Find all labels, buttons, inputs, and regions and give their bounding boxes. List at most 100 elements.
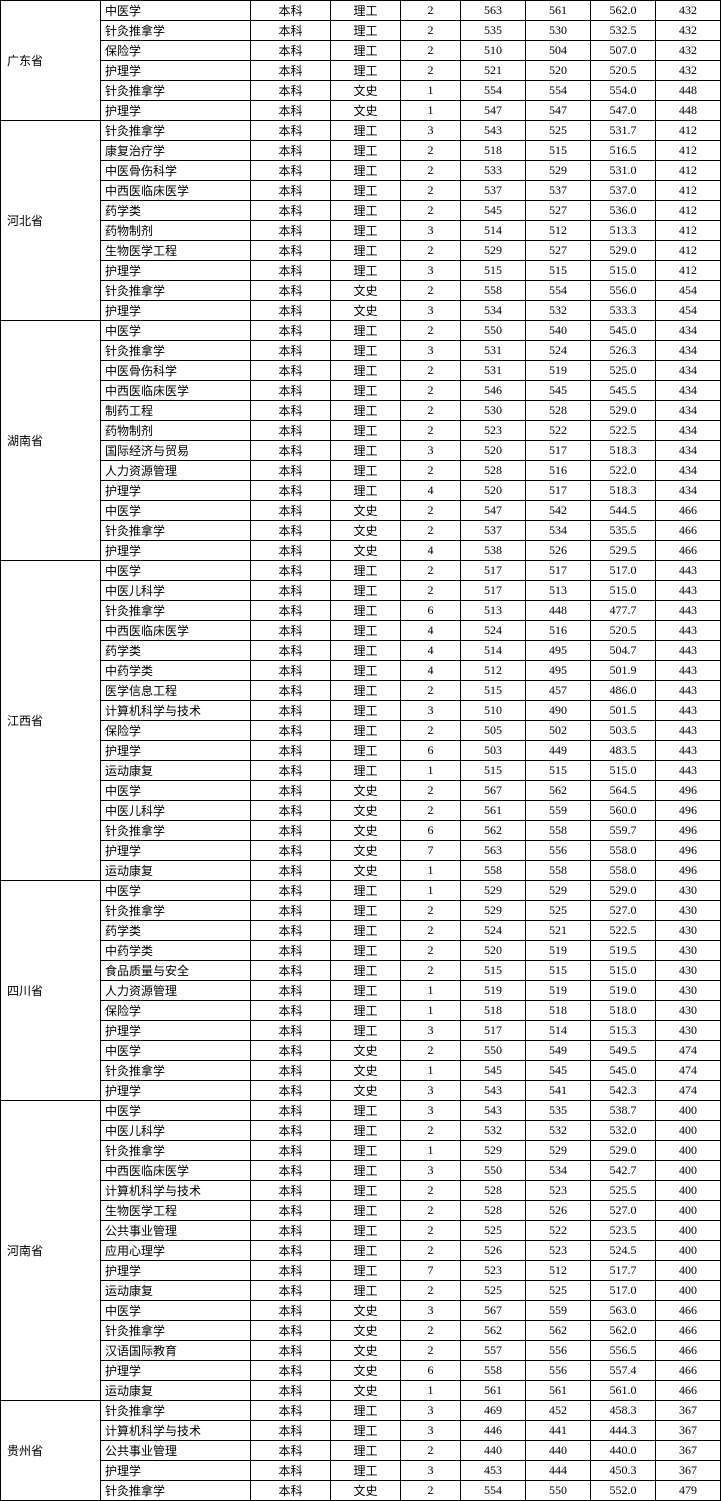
avg-score-cell: 520.5 <box>591 61 656 81</box>
level-cell: 本科 <box>251 1 331 21</box>
level-cell: 本科 <box>251 1441 331 1461</box>
max-score-cell: 514 <box>461 221 526 241</box>
cutoff-cell: 454 <box>656 301 721 321</box>
table-row: 药学类本科理工2545527536.0412 <box>1 201 721 221</box>
avg-score-cell: 519.0 <box>591 981 656 1001</box>
category-cell: 文史 <box>331 781 401 801</box>
level-cell: 本科 <box>251 721 331 741</box>
max-score-cell: 543 <box>461 121 526 141</box>
cutoff-cell: 443 <box>656 601 721 621</box>
cutoff-cell: 430 <box>656 1021 721 1041</box>
cutoff-cell: 466 <box>656 1381 721 1401</box>
cutoff-cell: 443 <box>656 761 721 781</box>
avg-score-cell: 529.0 <box>591 241 656 261</box>
major-cell: 保险学 <box>101 1001 251 1021</box>
cutoff-cell: 443 <box>656 641 721 661</box>
min-score-cell: 441 <box>526 1421 591 1441</box>
table-row: 保险学本科理工1518518518.0430 <box>1 1001 721 1021</box>
count-cell: 2 <box>401 141 461 161</box>
category-cell: 理工 <box>331 61 401 81</box>
major-cell: 中医学 <box>101 881 251 901</box>
major-cell: 针灸推拿学 <box>101 121 251 141</box>
level-cell: 本科 <box>251 1221 331 1241</box>
table-row: 针灸推拿学本科理工3531524526.3434 <box>1 341 721 361</box>
table-row: 计算机科学与技术本科理工2528523525.5400 <box>1 1181 721 1201</box>
avg-score-cell: 527.0 <box>591 901 656 921</box>
cutoff-cell: 434 <box>656 481 721 501</box>
avg-score-cell: 547.0 <box>591 101 656 121</box>
level-cell: 本科 <box>251 1401 331 1421</box>
province-cell: 广东省 <box>1 1 101 121</box>
level-cell: 本科 <box>251 1321 331 1341</box>
category-cell: 理工 <box>331 901 401 921</box>
table-row: 中医学本科文史3567559563.0466 <box>1 1301 721 1321</box>
category-cell: 理工 <box>331 1241 401 1261</box>
major-cell: 中西医临床医学 <box>101 381 251 401</box>
major-cell: 生物医学工程 <box>101 241 251 261</box>
avg-score-cell: 560.0 <box>591 801 656 821</box>
major-cell: 针灸推拿学 <box>101 601 251 621</box>
level-cell: 本科 <box>251 641 331 661</box>
count-cell: 2 <box>401 1281 461 1301</box>
max-score-cell: 526 <box>461 1241 526 1261</box>
max-score-cell: 537 <box>461 521 526 541</box>
table-row: 公共事业管理本科理工2440440440.0367 <box>1 1441 721 1461</box>
count-cell: 2 <box>401 21 461 41</box>
major-cell: 护理学 <box>101 101 251 121</box>
table-row: 护理学本科理工2521520520.5432 <box>1 61 721 81</box>
min-score-cell: 517 <box>526 441 591 461</box>
major-cell: 护理学 <box>101 61 251 81</box>
category-cell: 理工 <box>331 421 401 441</box>
cutoff-cell: 466 <box>656 1301 721 1321</box>
min-score-cell: 559 <box>526 801 591 821</box>
max-score-cell: 515 <box>461 961 526 981</box>
min-score-cell: 541 <box>526 1081 591 1101</box>
min-score-cell: 444 <box>526 1461 591 1481</box>
major-cell: 保险学 <box>101 721 251 741</box>
count-cell: 2 <box>401 1201 461 1221</box>
count-cell: 2 <box>401 521 461 541</box>
avg-score-cell: 513.3 <box>591 221 656 241</box>
category-cell: 理工 <box>331 1181 401 1201</box>
min-score-cell: 537 <box>526 181 591 201</box>
table-row: 河北省针灸推拿学本科理工3543525531.7412 <box>1 121 721 141</box>
table-row: 中医儿科学本科理工2517513515.0443 <box>1 581 721 601</box>
level-cell: 本科 <box>251 1481 331 1501</box>
province-cell: 贵州省 <box>1 1401 101 1501</box>
min-score-cell: 547 <box>526 101 591 121</box>
major-cell: 中医骨伤科学 <box>101 361 251 381</box>
count-cell: 3 <box>401 1421 461 1441</box>
max-score-cell: 528 <box>461 1181 526 1201</box>
level-cell: 本科 <box>251 201 331 221</box>
category-cell: 理工 <box>331 1121 401 1141</box>
category-cell: 文史 <box>331 301 401 321</box>
min-score-cell: 534 <box>526 1161 591 1181</box>
count-cell: 2 <box>401 181 461 201</box>
max-score-cell: 554 <box>461 81 526 101</box>
min-score-cell: 529 <box>526 1141 591 1161</box>
min-score-cell: 561 <box>526 1381 591 1401</box>
category-cell: 理工 <box>331 1161 401 1181</box>
level-cell: 本科 <box>251 341 331 361</box>
avg-score-cell: 531.7 <box>591 121 656 141</box>
count-cell: 3 <box>401 441 461 461</box>
major-cell: 护理学 <box>101 1081 251 1101</box>
table-row: 针灸推拿学本科理工1529529529.0400 <box>1 1141 721 1161</box>
count-cell: 4 <box>401 641 461 661</box>
min-score-cell: 545 <box>526 381 591 401</box>
category-cell: 理工 <box>331 621 401 641</box>
province-cell: 四川省 <box>1 881 101 1101</box>
cutoff-cell: 430 <box>656 941 721 961</box>
category-cell: 理工 <box>331 21 401 41</box>
category-cell: 理工 <box>331 941 401 961</box>
category-cell: 理工 <box>331 221 401 241</box>
major-cell: 护理学 <box>101 301 251 321</box>
avg-score-cell: 562.0 <box>591 1321 656 1341</box>
max-score-cell: 520 <box>461 941 526 961</box>
max-score-cell: 521 <box>461 61 526 81</box>
max-score-cell: 562 <box>461 821 526 841</box>
avg-score-cell: 450.3 <box>591 1461 656 1481</box>
cutoff-cell: 443 <box>656 621 721 641</box>
count-cell: 1 <box>401 861 461 881</box>
level-cell: 本科 <box>251 461 331 481</box>
